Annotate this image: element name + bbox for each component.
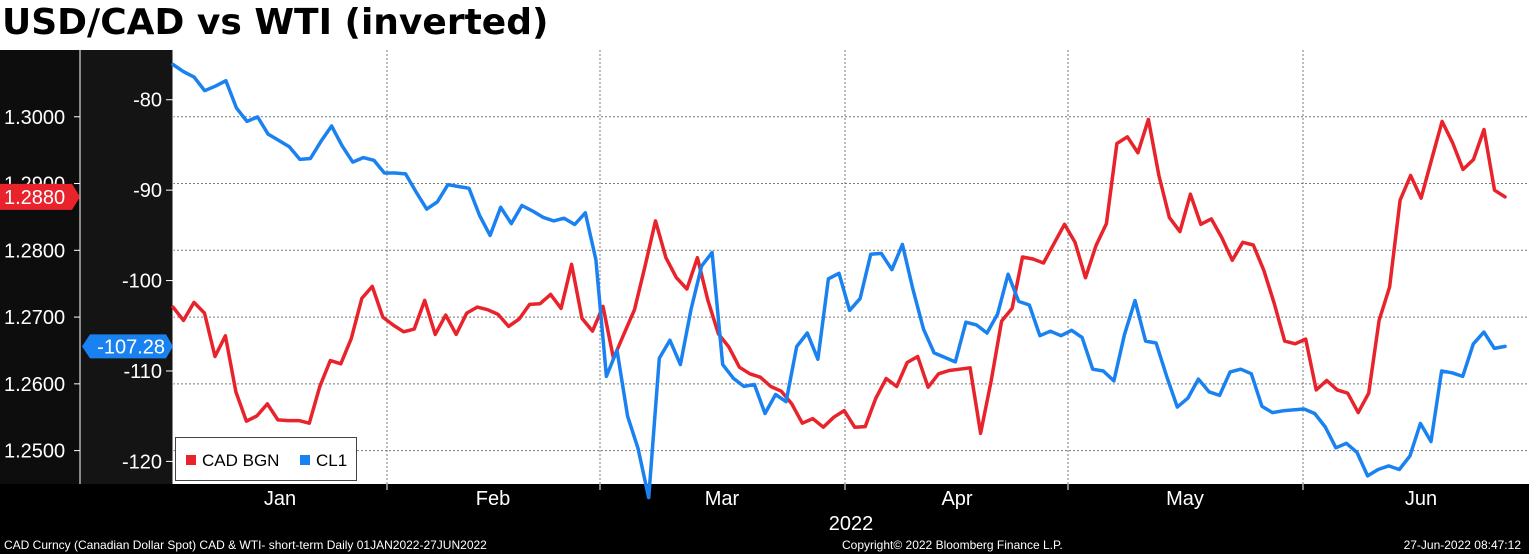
right-tick-label: -120 (122, 451, 162, 473)
x-axis-label: 2022 (829, 513, 874, 535)
x-axis-panel (0, 484, 1529, 536)
left-tick-label: 1.2600 (4, 374, 65, 396)
footer: CAD Curncy (Canadian Dollar Spot) CAD & … (0, 536, 1529, 554)
legend-item-cad: CAD BGN (186, 451, 279, 471)
series-line-cad (171, 117, 1507, 436)
left-tick-label: 1.2800 (4, 240, 65, 262)
last-tag-cl1 (82, 334, 173, 359)
left-tick-label: 1.3000 (4, 107, 65, 129)
footer-timestamp: 27-Jun-2022 08:47:12 (1403, 538, 1521, 552)
left-axis-panel (0, 50, 80, 484)
legend-label-cl1: CL1 (316, 451, 348, 470)
x-tick-label: Mar (705, 488, 740, 510)
right-tick-label: -100 (122, 271, 162, 293)
x-tick-label: Jan (264, 488, 296, 510)
series-lines (171, 62, 1507, 500)
left-tick-label: 1.2500 (4, 441, 65, 463)
right-tick-label: -90 (133, 180, 162, 202)
right-axis-panel (80, 50, 173, 484)
legend-item-cl1: CL1 (300, 451, 347, 471)
series-line-cl1 (171, 62, 1507, 500)
right-axis-ticks: -80 -90 -100 -110 -120 (122, 50, 174, 484)
left-tick-label: 1.2700 (4, 307, 65, 329)
x-axis-ticks: Jan Feb Mar Apr May Jun (264, 484, 1437, 510)
legend: CAD BGN CL1 (175, 437, 357, 481)
x-tick-label: Jun (1405, 488, 1437, 510)
legend-swatch-cl1 (300, 455, 310, 465)
legend-swatch-cad (186, 455, 196, 465)
x-tick-label: Apr (941, 488, 972, 510)
last-value-tags: 1.2880 -107.28 (0, 183, 173, 359)
grid-lines (173, 50, 1529, 484)
x-tick-label: May (1166, 488, 1204, 510)
x-tick-label: Feb (476, 488, 510, 510)
last-tag-cad-label: 1.2880 (4, 187, 65, 209)
footer-description: CAD Curncy (Canadian Dollar Spot) CAD & … (4, 538, 487, 552)
right-tick-label: -110 (123, 361, 162, 383)
last-tag-cl1-label: -107.28 (97, 336, 165, 358)
footer-copyright: Copyright© 2022 Bloomberg Finance L.P. (842, 538, 1063, 552)
right-tick-label: -80 (133, 90, 162, 112)
last-tag-cad (0, 183, 80, 210)
chart-title: USD/CAD vs WTI (inverted) (2, 2, 549, 43)
legend-label-cad: CAD BGN (202, 451, 280, 470)
title-bar: USD/CAD vs WTI (inverted) (0, 0, 1529, 50)
